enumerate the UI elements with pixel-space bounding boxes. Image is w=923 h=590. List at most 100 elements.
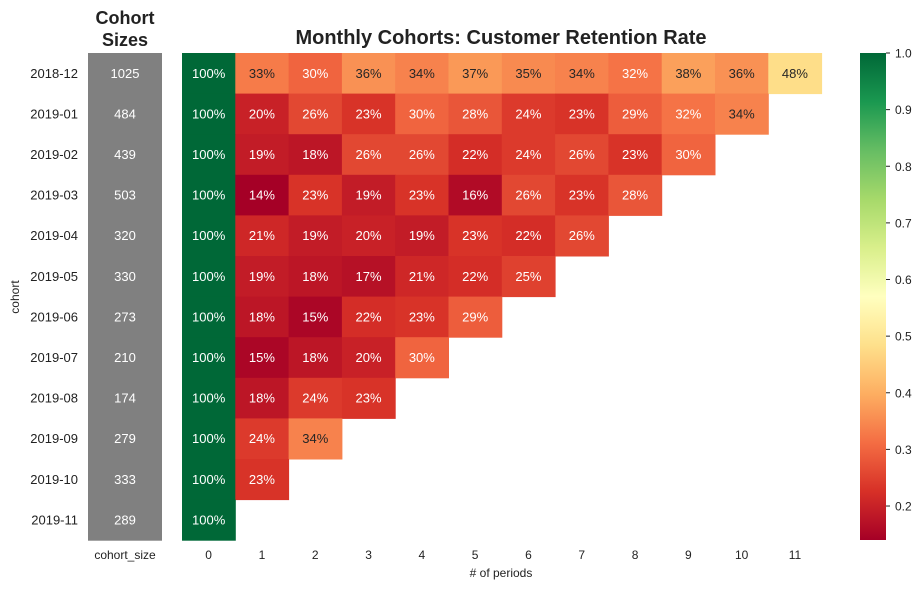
retention-cell: [235, 256, 290, 298]
retention-value-label: 22%: [515, 228, 541, 243]
cohort-tick-label: 2019-01: [30, 106, 78, 121]
retention-value-label: 23%: [356, 391, 382, 406]
cohort-size-value: 333: [114, 472, 136, 487]
retention-value-label: 18%: [302, 350, 328, 365]
cohort-size-cell: [88, 418, 162, 460]
retention-value-label: 26%: [302, 106, 328, 121]
cohort-size-value: 503: [114, 188, 136, 203]
cohort-size-value: 210: [114, 350, 136, 365]
retention-value-label: 28%: [462, 106, 488, 121]
retention-cell: [288, 418, 343, 460]
retention-value-label: 29%: [622, 106, 648, 121]
retention-value-label: 26%: [569, 147, 595, 162]
cohort-size-value: 330: [114, 269, 136, 284]
retention-value-label: 100%: [192, 350, 226, 365]
y-axis-label: cohort: [8, 280, 22, 314]
retention-value-label: 100%: [192, 309, 226, 324]
retention-cell: [608, 53, 663, 95]
retention-value-label: 100%: [192, 188, 226, 203]
retention-value-label: 19%: [249, 269, 275, 284]
retention-cell: [661, 53, 716, 95]
retention-value-label: 18%: [302, 269, 328, 284]
cohort-tick-label: 2019-09: [30, 431, 78, 446]
retention-value-label: 19%: [356, 188, 382, 203]
cohort-tick-label: 2019-10: [30, 472, 78, 487]
retention-value-label: 100%: [192, 512, 226, 527]
retention-cell: [395, 53, 449, 95]
retention-cell: [395, 337, 449, 379]
retention-cell: [555, 174, 609, 216]
retention-value-label: 14%: [249, 188, 275, 203]
cohort-size-cell: [88, 215, 162, 257]
retention-cell: [448, 93, 503, 135]
retention-cell: [288, 174, 343, 216]
retention-value-label: 30%: [675, 147, 701, 162]
retention-value-label: 23%: [622, 147, 648, 162]
retention-value-label: 24%: [515, 147, 541, 162]
retention-cell: [182, 337, 236, 379]
retention-value-label: 36%: [729, 66, 755, 81]
cohort-size-column-label: cohort_size: [94, 548, 156, 562]
retention-cell: [395, 174, 449, 216]
retention-value-label: 29%: [462, 309, 488, 324]
colorbar-tick-label: 0.2: [895, 500, 912, 514]
retention-value-label: 34%: [729, 106, 755, 121]
retention-cell: [448, 215, 503, 257]
cohort-tick-label: 2018-12: [30, 66, 78, 81]
colorbar-tick-label: 0.7: [895, 216, 912, 230]
cohort-size-cell: [88, 296, 162, 338]
retention-cell: [448, 174, 503, 216]
retention-value-label: 20%: [356, 350, 382, 365]
x-axis-label: # of periods: [470, 566, 533, 580]
retention-cell: [661, 134, 716, 176]
retention-cell: [608, 174, 663, 216]
retention-value-label: 30%: [409, 106, 435, 121]
retention-value-label: 22%: [462, 269, 488, 284]
colorbar-ticks: 0.2 0.3 0.4 0.5 0.6 0.7 0.8 0.9 1.0: [886, 47, 912, 514]
cohort-tick-label: 2019-08: [30, 391, 78, 406]
retention-value-label: 21%: [409, 269, 435, 284]
period-tick-label: 9: [685, 548, 692, 562]
retention-value-label: 22%: [462, 147, 488, 162]
cohort-size-cell: [88, 134, 162, 176]
retention-value-label: 23%: [569, 106, 595, 121]
retention-value-label: 100%: [192, 228, 226, 243]
cohort-size-cell: [88, 499, 162, 541]
retention-value-label: 30%: [409, 350, 435, 365]
colorbar-tick-label: 0.9: [895, 103, 912, 117]
cohort-size-cell: [88, 93, 162, 135]
retention-value-label: 15%: [302, 309, 328, 324]
retention-value-label: 18%: [302, 147, 328, 162]
retention-heatmap: 100% 33% 30% 36% 34% 37% 35% 34% 32% 38% 36% 48% 100…: [182, 53, 823, 541]
retention-cell: [182, 418, 236, 460]
period-tick-label: 1: [259, 548, 266, 562]
retention-cell: [555, 134, 609, 176]
retention-value-label: 26%: [569, 228, 595, 243]
retention-value-label: 28%: [622, 188, 648, 203]
cohort-size-cell: [88, 377, 162, 419]
period-tick-label: 3: [365, 548, 372, 562]
retention-cell: [555, 53, 609, 95]
retention-value-label: 19%: [249, 147, 275, 162]
retention-value-label: 34%: [569, 66, 595, 81]
period-tick-label: 11: [789, 548, 802, 562]
colorbar-tick-label: 0.3: [895, 443, 912, 457]
period-tick-label: 5: [472, 548, 479, 562]
retention-value-label: 100%: [192, 472, 226, 487]
period-tick-label: 10: [735, 548, 749, 562]
cohort-size-column: 1025 484 439 503 320 330 273 210 174 279 333 289: [88, 53, 162, 541]
retention-cell: [341, 93, 396, 135]
retention-cell: [715, 53, 769, 95]
retention-value-label: 26%: [515, 188, 541, 203]
retention-cell: [395, 256, 449, 298]
retention-value-label: 23%: [356, 106, 382, 121]
retention-cell: [288, 256, 343, 298]
colorbar-tick-label: 0.6: [895, 273, 912, 287]
retention-value-label: 37%: [462, 66, 488, 81]
retention-cell: [288, 296, 343, 338]
retention-cell: [661, 93, 716, 135]
retention-value-label: 16%: [462, 188, 488, 203]
retention-cell: [235, 459, 290, 501]
retention-value-label: 100%: [192, 147, 226, 162]
cohort-sizes-title-line1: Cohort: [96, 8, 155, 28]
